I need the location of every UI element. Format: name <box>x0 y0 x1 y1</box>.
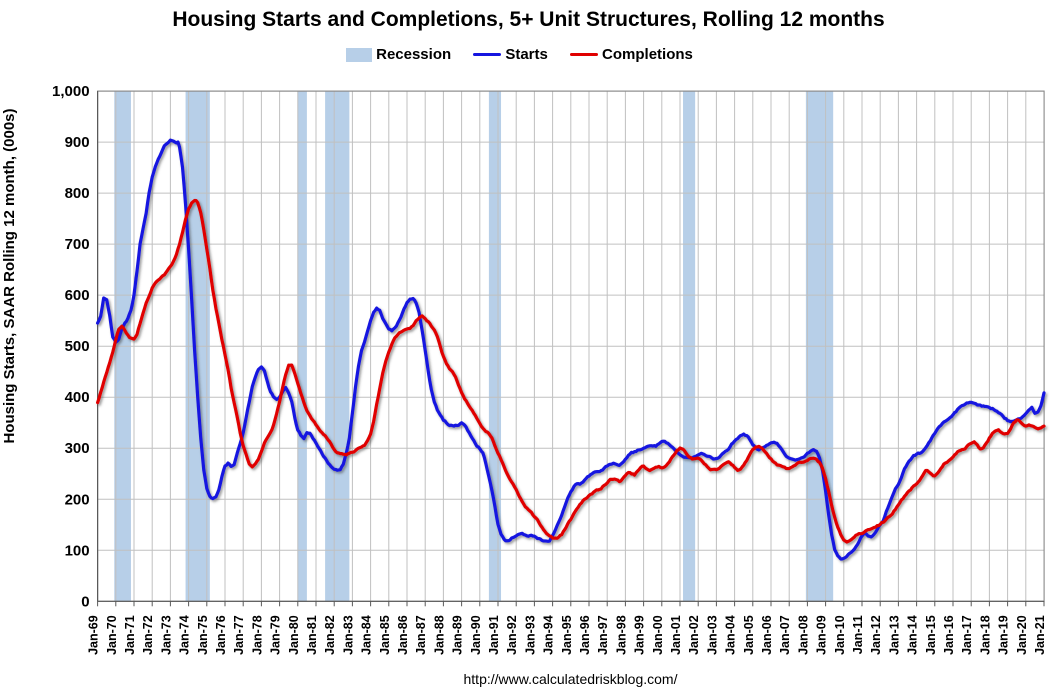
svg-text:Jan-95: Jan-95 <box>560 615 574 655</box>
svg-text:Jan-83: Jan-83 <box>341 615 355 655</box>
svg-text:Jan-07: Jan-07 <box>778 615 792 655</box>
svg-text:Jan-12: Jan-12 <box>869 615 883 655</box>
svg-text:Jan-00: Jan-00 <box>651 615 665 655</box>
svg-text:Jan-02: Jan-02 <box>687 615 701 655</box>
svg-text:Jan-14: Jan-14 <box>906 615 920 655</box>
svg-text:Jan-21: Jan-21 <box>1033 615 1047 655</box>
svg-text:600: 600 <box>65 287 90 304</box>
svg-text:Jan-91: Jan-91 <box>487 615 501 655</box>
svg-text:Jan-77: Jan-77 <box>232 615 246 655</box>
svg-text:Jan-70: Jan-70 <box>105 615 119 655</box>
svg-text:Jan-86: Jan-86 <box>396 615 410 655</box>
svg-text:1,000: 1,000 <box>52 83 90 100</box>
svg-text:Jan-97: Jan-97 <box>596 615 610 655</box>
svg-text:Jan-17: Jan-17 <box>960 615 974 655</box>
svg-text:100: 100 <box>65 542 90 559</box>
svg-text:Jan-08: Jan-08 <box>796 615 810 655</box>
svg-text:Jan-18: Jan-18 <box>978 615 992 655</box>
svg-text:Jan-93: Jan-93 <box>523 615 537 655</box>
svg-text:Jan-01: Jan-01 <box>669 615 683 655</box>
svg-text:Jan-73: Jan-73 <box>159 615 173 655</box>
svg-text:Jan-16: Jan-16 <box>942 615 956 655</box>
svg-text:Jan-09: Jan-09 <box>815 615 829 655</box>
svg-text:Jan-10: Jan-10 <box>833 615 847 655</box>
svg-text:800: 800 <box>65 185 90 202</box>
svg-text:Jan-98: Jan-98 <box>614 615 628 655</box>
svg-text:Jan-15: Jan-15 <box>924 615 938 655</box>
svg-text:Jan-90: Jan-90 <box>469 615 483 655</box>
svg-text:0: 0 <box>81 593 89 610</box>
svg-text:Jan-06: Jan-06 <box>760 615 774 655</box>
svg-text:Jan-84: Jan-84 <box>360 615 374 655</box>
svg-text:Jan-04: Jan-04 <box>724 615 738 655</box>
svg-text:Jan-89: Jan-89 <box>451 615 465 655</box>
svg-text:Jan-87: Jan-87 <box>414 615 428 655</box>
svg-text:Jan-05: Jan-05 <box>742 615 756 655</box>
svg-text:400: 400 <box>65 389 90 406</box>
svg-text:Jan-71: Jan-71 <box>123 615 137 655</box>
svg-text:Jan-13: Jan-13 <box>887 615 901 655</box>
svg-text:Jan-72: Jan-72 <box>141 615 155 655</box>
svg-text:Jan-78: Jan-78 <box>250 615 264 655</box>
svg-text:Jan-85: Jan-85 <box>378 615 392 655</box>
svg-text:Jan-99: Jan-99 <box>633 615 647 655</box>
svg-text:Jan-20: Jan-20 <box>1015 615 1029 655</box>
svg-text:Jan-94: Jan-94 <box>542 615 556 655</box>
svg-text:Jan-76: Jan-76 <box>214 615 228 655</box>
svg-text:Jan-11: Jan-11 <box>851 615 865 654</box>
svg-text:Jan-69: Jan-69 <box>87 615 101 655</box>
svg-text:Jan-88: Jan-88 <box>432 615 446 655</box>
svg-text:700: 700 <box>65 236 90 253</box>
svg-text:Jan-75: Jan-75 <box>196 615 210 655</box>
svg-text:Jan-82: Jan-82 <box>323 615 337 655</box>
svg-text:Jan-80: Jan-80 <box>287 615 301 655</box>
svg-text:Jan-79: Jan-79 <box>269 615 283 655</box>
svg-text:900: 900 <box>65 134 90 151</box>
svg-text:300: 300 <box>65 440 90 457</box>
svg-text:Jan-74: Jan-74 <box>178 615 192 655</box>
svg-text:500: 500 <box>65 338 90 355</box>
svg-text:200: 200 <box>65 491 90 508</box>
svg-text:Jan-19: Jan-19 <box>997 615 1011 655</box>
svg-text:Jan-81: Jan-81 <box>305 615 319 655</box>
svg-text:Jan-03: Jan-03 <box>705 615 719 655</box>
svg-text:Jan-92: Jan-92 <box>505 615 519 655</box>
svg-text:Jan-96: Jan-96 <box>578 615 592 655</box>
